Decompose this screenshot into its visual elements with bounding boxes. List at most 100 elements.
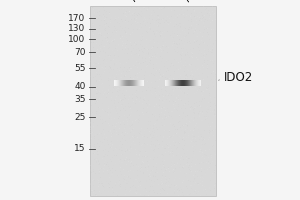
Point xyxy=(150,169,155,172)
Point xyxy=(102,21,107,24)
Point xyxy=(137,178,142,182)
Point xyxy=(128,13,133,16)
Point xyxy=(108,66,112,70)
Point xyxy=(193,173,198,176)
Point xyxy=(109,129,114,132)
Point xyxy=(183,175,188,178)
Point xyxy=(127,153,131,157)
Point xyxy=(157,97,162,100)
Point xyxy=(149,137,154,140)
Point xyxy=(152,105,157,108)
Point xyxy=(180,124,184,127)
Point xyxy=(115,90,120,93)
Point xyxy=(129,27,134,30)
Point xyxy=(98,97,102,100)
Point xyxy=(208,50,213,53)
Point xyxy=(106,54,110,57)
Point xyxy=(122,159,127,162)
Point xyxy=(146,110,150,113)
Point xyxy=(195,168,200,171)
Point xyxy=(108,158,113,162)
Point xyxy=(187,193,192,196)
Point xyxy=(178,154,182,158)
Point xyxy=(169,156,174,159)
Point xyxy=(190,188,195,191)
Point xyxy=(139,38,144,41)
Point xyxy=(116,101,121,104)
Point xyxy=(138,166,142,169)
Point xyxy=(108,11,113,15)
Point xyxy=(116,7,121,10)
Point xyxy=(200,180,205,183)
Point xyxy=(152,98,157,101)
Point xyxy=(110,186,115,190)
Point xyxy=(101,6,106,9)
Point xyxy=(132,18,137,21)
Point xyxy=(211,85,216,88)
Point xyxy=(178,66,183,70)
Point xyxy=(194,61,198,64)
Point xyxy=(110,123,115,126)
Point xyxy=(208,162,213,165)
Point xyxy=(156,15,161,19)
Point xyxy=(188,140,193,143)
Point xyxy=(94,50,99,54)
Point xyxy=(134,37,139,41)
Point xyxy=(207,89,212,92)
Point xyxy=(144,164,149,167)
Point xyxy=(193,155,198,158)
Point xyxy=(152,160,157,164)
Point xyxy=(116,106,120,109)
Point xyxy=(208,66,213,69)
Point xyxy=(172,119,176,122)
Point xyxy=(110,144,115,147)
Point xyxy=(128,104,133,108)
Point xyxy=(208,34,213,38)
Point xyxy=(189,187,194,190)
Point xyxy=(144,151,149,154)
Point xyxy=(153,134,158,137)
Point xyxy=(93,94,98,97)
Point xyxy=(138,38,143,41)
Point xyxy=(147,130,152,133)
Point xyxy=(145,50,150,54)
Point xyxy=(183,82,188,85)
Point xyxy=(196,113,201,116)
Point xyxy=(207,187,212,190)
Point xyxy=(91,184,96,187)
Point xyxy=(115,70,119,73)
Point xyxy=(176,25,180,28)
Point xyxy=(209,99,214,102)
Point xyxy=(153,175,158,178)
Point xyxy=(94,87,99,90)
Point xyxy=(189,18,194,21)
Point xyxy=(122,5,127,8)
Point xyxy=(190,136,195,140)
Point xyxy=(118,98,123,101)
Point xyxy=(92,145,97,148)
Point xyxy=(175,135,180,138)
Point xyxy=(115,73,119,76)
Point xyxy=(181,43,186,46)
Point xyxy=(133,64,138,67)
Point xyxy=(188,184,193,187)
Point xyxy=(189,184,194,187)
Point xyxy=(164,60,169,63)
Point xyxy=(124,10,129,13)
Point xyxy=(88,182,93,185)
Point xyxy=(103,51,108,54)
Point xyxy=(209,60,214,63)
Point xyxy=(140,32,145,36)
Point xyxy=(137,154,142,158)
Point xyxy=(119,153,124,156)
Point xyxy=(137,119,142,122)
Point xyxy=(139,38,144,42)
Point xyxy=(172,103,176,106)
Point xyxy=(94,57,99,61)
Point xyxy=(122,26,127,30)
Point xyxy=(109,132,114,135)
Point xyxy=(140,102,145,105)
Point xyxy=(200,140,204,143)
Point xyxy=(214,117,218,120)
Point xyxy=(158,134,163,137)
